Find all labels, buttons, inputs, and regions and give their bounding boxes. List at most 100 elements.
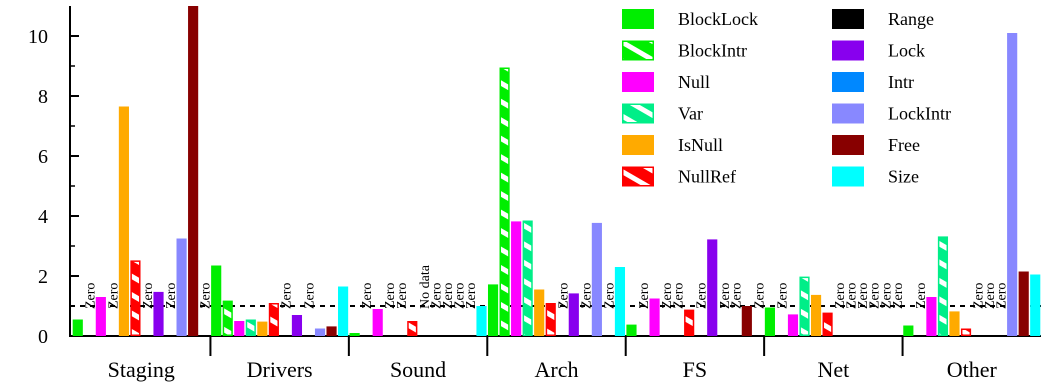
category-label-arch: Arch xyxy=(535,357,579,382)
y-tick-label: 4 xyxy=(38,206,48,228)
y-tick-label: 10 xyxy=(28,26,48,48)
bar-note-size-fs: Zero xyxy=(752,283,767,309)
y-tick-label: 0 xyxy=(38,326,48,348)
category-label-net: Net xyxy=(817,357,849,382)
bar-note-var-staging: Zero xyxy=(106,283,121,309)
legend-swatch-free xyxy=(832,135,864,155)
bar-note-lock-net: Zero xyxy=(845,283,860,309)
bar-null-staging xyxy=(95,297,106,336)
legend-swatch-hatch xyxy=(623,105,653,122)
legend-swatch-size xyxy=(832,166,864,187)
bar-hatch xyxy=(685,311,693,335)
bar-note-range-staging: Zero xyxy=(141,283,156,309)
legend-label-free: Free xyxy=(888,135,920,155)
legend-label-nullref: NullRef xyxy=(678,167,736,187)
bar-isnull-net xyxy=(810,294,822,336)
bar-note-intr-net: Zero xyxy=(856,283,871,309)
bar-note-var-fs: Zero xyxy=(660,283,675,309)
y-tick-label: 2 xyxy=(38,266,48,288)
category-label-staging: Staging xyxy=(108,357,175,382)
bar-blocklock-arch xyxy=(487,284,499,336)
bar-note-var-sound: Zero xyxy=(383,283,398,309)
legend-swatch-hatch xyxy=(623,42,653,59)
bar-note-blockintr-net: Zero xyxy=(775,283,790,309)
bar-lockintr-staging xyxy=(176,238,187,336)
bar-hatch xyxy=(524,222,532,335)
bar-hatch xyxy=(131,261,140,335)
legend-swatch-lockintr xyxy=(832,103,864,124)
bar-note-blockintr-fs: Zero xyxy=(637,283,652,309)
bar-note-range-net: Zero xyxy=(833,283,848,309)
bar-blocklock-other xyxy=(903,325,914,336)
bar-note-range-arch: Zero xyxy=(556,283,571,309)
bar-null-fs xyxy=(649,298,660,336)
bar-hatch xyxy=(547,304,555,335)
bar-null-arch xyxy=(511,221,522,336)
bar-lockintr-other xyxy=(1007,33,1018,336)
bar-note-isnull-fs: Zero xyxy=(672,283,687,309)
bar-hatch xyxy=(224,302,232,335)
bar-note-size-staging: Zero xyxy=(199,283,214,309)
bar-lockintr-drivers xyxy=(314,328,326,336)
bar-free-fs xyxy=(741,306,752,336)
legend-label-lock: Lock xyxy=(888,41,925,61)
bar-lock-drivers xyxy=(291,315,303,336)
bar-note-intr-drivers: Zero xyxy=(302,283,317,309)
bar-hatch xyxy=(962,330,970,335)
legend-swatch-lock xyxy=(832,40,864,61)
bar-note-range-other: Zero xyxy=(972,283,987,309)
bar-null-other xyxy=(926,297,937,336)
bar-free-other xyxy=(1018,271,1029,336)
bars xyxy=(72,6,1041,336)
bar-size-arch xyxy=(614,267,626,336)
legend-swatch-blocklock xyxy=(622,9,654,29)
bar-blocklock-fs xyxy=(626,324,637,336)
category-label-drivers: Drivers xyxy=(247,357,313,382)
bar-note-range-drivers: Zero xyxy=(279,283,294,309)
bar-blocklock-staging xyxy=(72,319,83,336)
bar-size-drivers xyxy=(338,286,349,336)
bar-note-intr-staging: Zero xyxy=(164,283,179,309)
bar-note-free-sound: Zero xyxy=(464,283,479,309)
legend-label-isnull: IsNull xyxy=(678,135,723,155)
category-label-sound: Sound xyxy=(390,357,446,382)
bar-note-size-net: Zero xyxy=(891,283,906,309)
legend-swatch-intr xyxy=(832,72,864,92)
bar-note-free-net: Zero xyxy=(879,283,894,309)
legend-swatch-range xyxy=(832,9,864,29)
legend-label-blockintr: BlockIntr xyxy=(678,41,747,61)
bar-hatch xyxy=(501,69,509,335)
legend-label-lockintr: LockIntr xyxy=(888,104,951,124)
bar-null-net xyxy=(787,314,799,336)
bar-hatch xyxy=(824,314,832,335)
bar-note-lockintr-sound: Zero xyxy=(452,283,467,309)
bar-hatch xyxy=(408,322,416,335)
bar-hatch xyxy=(270,304,278,335)
bar-hatch xyxy=(247,321,255,335)
legend-label-size: Size xyxy=(888,167,919,187)
bar-note-intr-fs: Zero xyxy=(718,283,733,309)
legend-label-intr: Intr xyxy=(888,72,914,92)
bar-note-free-arch: Zero xyxy=(602,283,617,309)
bar-isnull-drivers xyxy=(257,321,268,336)
bar-note-lock-sound: Zero xyxy=(429,283,444,309)
bar-note-intr-other: Zero xyxy=(995,283,1010,309)
bar-blocklock-net xyxy=(764,307,775,336)
legend-swatch-isnull xyxy=(622,135,654,155)
bar-note-blockintr-other: Zero xyxy=(914,283,929,309)
bar-note-lock-other: Zero xyxy=(983,283,998,309)
bar-lock-arch xyxy=(568,293,579,336)
bar-note-intr-sound: Zero xyxy=(441,283,456,309)
legend-label-blocklock: BlockLock xyxy=(678,9,758,29)
category-label-other: Other xyxy=(947,357,998,382)
bar-note-lockintr-net: Zero xyxy=(868,283,883,309)
bar-note-range-fs: Zero xyxy=(695,283,710,309)
bar-lockintr-arch xyxy=(591,222,602,336)
legend-label-var: Var xyxy=(678,104,703,124)
bar-blocklock-drivers xyxy=(211,265,222,336)
bar-note-intr-arch: Zero xyxy=(579,283,594,309)
legend-swatch-null xyxy=(622,72,654,92)
y-tick-label: 6 xyxy=(38,146,48,168)
legend-swatch-hatch xyxy=(623,168,653,185)
legend-label-range: Range xyxy=(888,9,934,29)
